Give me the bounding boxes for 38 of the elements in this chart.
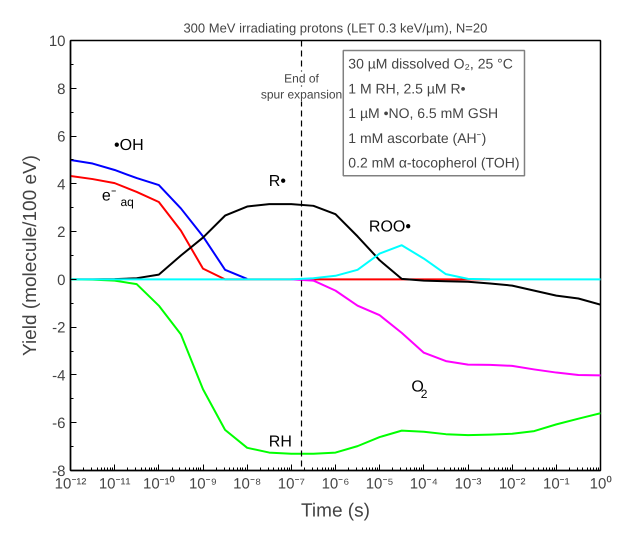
series-label: e⁻aq bbox=[102, 187, 134, 210]
x-tick-label: 10⁻⁴ bbox=[410, 476, 438, 492]
chart-title: 300 MeV irradiating protons (LET 0.3 keV/µm), N=20 bbox=[183, 20, 488, 36]
x-tick-label: 10⁻¹² bbox=[54, 476, 86, 492]
y-tick-label: -6 bbox=[52, 415, 66, 432]
line-series bbox=[70, 244, 600, 280]
x-tick-label: 10⁻³ bbox=[454, 476, 482, 492]
x-axis-title: Time (s) bbox=[301, 500, 370, 522]
ref-line-label: End of spur expansion bbox=[260, 72, 342, 102]
y-tick-label: -2 bbox=[52, 320, 66, 337]
y-tick-label: -4 bbox=[52, 367, 66, 384]
series-label: •OH bbox=[114, 137, 144, 154]
x-tick-label: 10⁻¹⁰ bbox=[142, 476, 175, 492]
y-tick-label: 10 bbox=[48, 33, 66, 50]
y-axis-title: Yield (molecule/100 eV) bbox=[20, 154, 41, 356]
y-tick-label: 0 bbox=[57, 272, 66, 289]
annotation: 1 mM ascorbate (AH⁻) bbox=[348, 130, 486, 146]
x-tick-label: 10⁻⁶ bbox=[322, 476, 350, 492]
annotation: 1 µM •NO, 6.5 mM GSH bbox=[348, 105, 498, 122]
series-label: ROO• bbox=[368, 218, 411, 236]
x-tick-label: 10⁻⁵ bbox=[366, 476, 394, 492]
y-tick-label: 4 bbox=[57, 176, 66, 194]
x-tick-label: 10⁻⁹ bbox=[188, 476, 218, 492]
series-label: RH bbox=[268, 433, 292, 450]
y-tick-label: 8 bbox=[57, 80, 66, 98]
x-tick-label: 10⁻¹¹ bbox=[98, 476, 131, 492]
annotation: 1 M RH, 2.5 µM R• bbox=[348, 80, 466, 96]
line-series bbox=[70, 158, 248, 280]
y-tick-label: 2 bbox=[57, 224, 66, 242]
x-tick-label: 10⁻¹ bbox=[542, 476, 570, 492]
y-tick-label: 6 bbox=[57, 128, 66, 146]
annotation: 0.2 mM α-tocopherol (TOH) bbox=[348, 154, 520, 171]
series-label: R• bbox=[268, 172, 286, 190]
x-tick-label: 10⁰ bbox=[590, 476, 612, 492]
x-tick-label: 10⁻⁷ bbox=[278, 476, 305, 492]
x-tick-label: 10⁻⁸ bbox=[233, 476, 262, 492]
annotation: 30 µM dissolved O₂, 25 °C bbox=[348, 56, 513, 72]
x-tick-label: 10⁻² bbox=[498, 476, 526, 492]
